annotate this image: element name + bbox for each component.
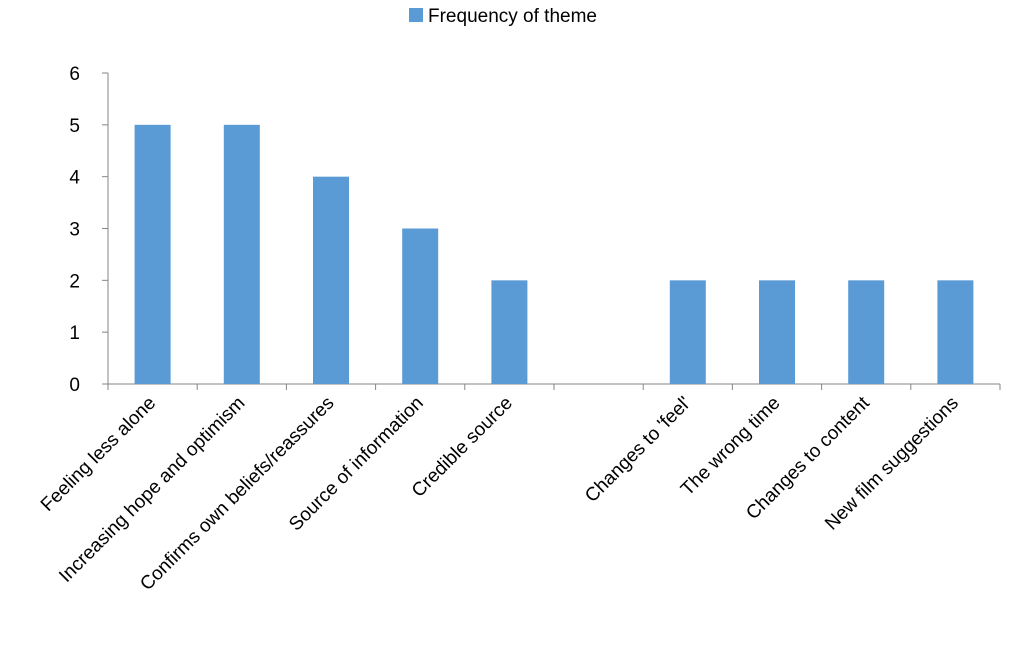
bar <box>402 228 439 384</box>
bar <box>937 280 974 384</box>
x-category-label: Increasing hope and optimism <box>55 393 249 587</box>
x-category-label: Changes to 'feel' <box>581 393 695 507</box>
y-tick-label: 3 <box>69 220 80 241</box>
bar <box>848 280 885 384</box>
y-tick-label: 4 <box>69 168 80 189</box>
bar <box>223 124 260 384</box>
y-tick-label: 0 <box>69 375 80 396</box>
y-tick-label: 5 <box>69 116 80 137</box>
legend: Frequency of theme <box>409 6 597 27</box>
x-category-label: Confirms own beliefs/reassures <box>136 393 338 595</box>
legend-label: Frequency of theme <box>428 6 597 27</box>
bar <box>669 280 706 384</box>
legend-swatch <box>409 8 423 22</box>
y-axis-ticks: 0 1 2 3 4 5 6 <box>69 64 108 396</box>
bar <box>491 280 528 384</box>
bar <box>134 124 171 384</box>
y-tick-label: 6 <box>69 64 80 85</box>
bar <box>759 280 795 384</box>
y-tick-label: 2 <box>69 271 80 292</box>
bars <box>134 124 974 384</box>
y-tick-label: 1 <box>69 323 80 344</box>
bar <box>313 176 349 384</box>
